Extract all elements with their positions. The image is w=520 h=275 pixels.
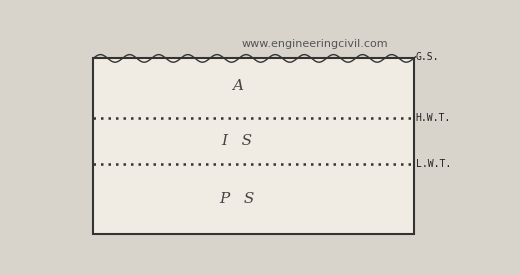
Text: L.W.T.: L.W.T. xyxy=(415,159,451,169)
Text: I   S: I S xyxy=(222,134,253,148)
Text: G.S.: G.S. xyxy=(415,52,439,62)
Bar xyxy=(93,58,413,234)
Text: H.W.T.: H.W.T. xyxy=(415,113,451,123)
Text: www.engineeringcivil.com: www.engineeringcivil.com xyxy=(242,39,388,49)
Text: A: A xyxy=(232,79,243,93)
Text: P   S: P S xyxy=(219,192,255,206)
